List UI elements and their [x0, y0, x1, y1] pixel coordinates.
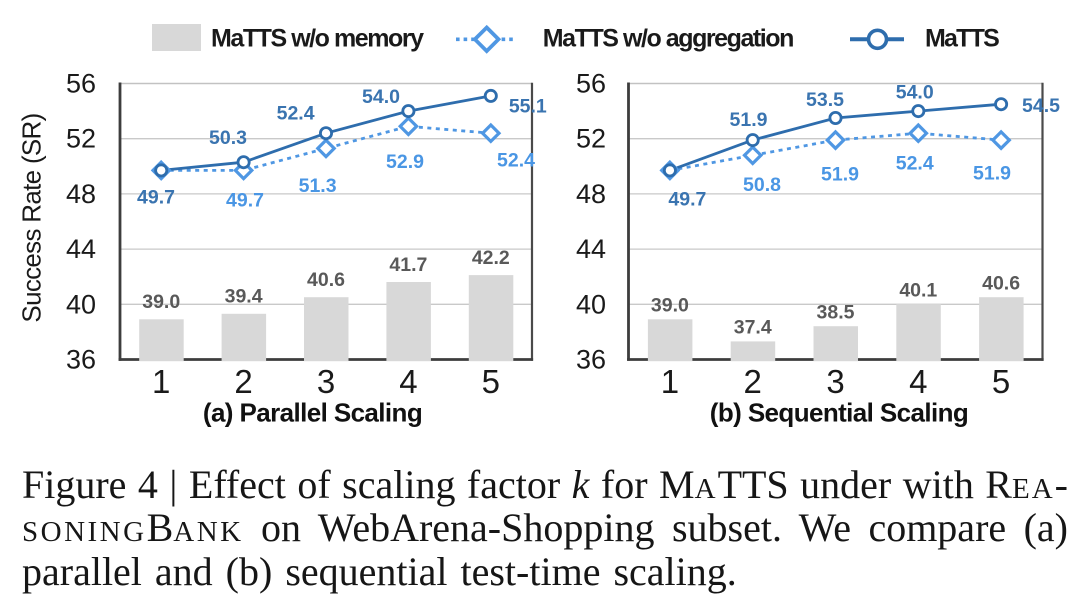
svg-text:48: 48	[66, 179, 96, 209]
svg-text:51.9: 51.9	[973, 163, 1011, 185]
svg-text:49.7: 49.7	[137, 187, 175, 209]
svg-text:40: 40	[66, 289, 96, 319]
svg-text:Success Rate (SR): Success Rate (SR)	[17, 113, 47, 322]
svg-text:52.9: 52.9	[386, 151, 424, 173]
svg-text:55.1: 55.1	[509, 96, 547, 118]
svg-text:(b) Sequential Scaling: (b) Sequential Scaling	[710, 398, 968, 428]
svg-text:56: 56	[576, 69, 606, 99]
svg-text:56: 56	[66, 69, 96, 99]
svg-text:MaTTS w/o memory: MaTTS w/o memory	[211, 25, 424, 53]
svg-text:50.8: 50.8	[743, 174, 781, 196]
svg-text:39.0: 39.0	[142, 291, 180, 313]
svg-text:40.1: 40.1	[899, 279, 937, 301]
svg-text:52.4: 52.4	[277, 103, 315, 125]
svg-text:2: 2	[234, 363, 252, 400]
svg-text:54.5: 54.5	[1022, 95, 1060, 117]
svg-text:54.0: 54.0	[362, 86, 400, 108]
svg-text:40.6: 40.6	[307, 269, 345, 291]
svg-text:49.7: 49.7	[226, 190, 264, 212]
svg-text:36: 36	[66, 345, 96, 375]
svg-text:52: 52	[576, 124, 606, 154]
svg-text:MaTTS: MaTTS	[925, 25, 999, 53]
svg-text:41.7: 41.7	[389, 254, 427, 276]
svg-text:51.9: 51.9	[730, 109, 768, 131]
svg-text:53.5: 53.5	[806, 89, 844, 111]
svg-text:5: 5	[482, 363, 500, 400]
svg-text:52.4: 52.4	[497, 149, 535, 171]
svg-text:48: 48	[576, 179, 606, 209]
svg-text:54.0: 54.0	[896, 82, 934, 104]
svg-text:40.6: 40.6	[982, 273, 1020, 295]
svg-text:38.5: 38.5	[817, 302, 855, 324]
svg-text:44: 44	[66, 234, 96, 264]
svg-text:2: 2	[744, 363, 762, 400]
svg-text:1: 1	[152, 363, 170, 400]
svg-text:42.2: 42.2	[472, 247, 510, 269]
svg-text:MaTTS w/o aggregation: MaTTS w/o aggregation	[543, 25, 793, 53]
svg-text:3: 3	[826, 363, 844, 400]
svg-text:40: 40	[576, 289, 606, 319]
svg-text:39.4: 39.4	[225, 286, 263, 308]
svg-text:(a) Parallel Scaling: (a) Parallel Scaling	[203, 398, 422, 428]
svg-text:1: 1	[661, 363, 679, 400]
svg-text:36: 36	[576, 345, 606, 375]
svg-text:5: 5	[992, 363, 1010, 400]
svg-text:50.3: 50.3	[209, 127, 247, 149]
svg-text:52: 52	[66, 124, 96, 154]
svg-text:52.4: 52.4	[896, 152, 934, 174]
svg-text:4: 4	[399, 363, 417, 400]
svg-text:51.3: 51.3	[299, 175, 337, 197]
svg-text:51.9: 51.9	[821, 163, 859, 185]
svg-text:49.7: 49.7	[668, 189, 706, 211]
svg-text:37.4: 37.4	[734, 317, 772, 339]
svg-text:39.0: 39.0	[651, 295, 689, 317]
svg-text:3: 3	[317, 363, 335, 400]
svg-text:44: 44	[576, 234, 606, 264]
svg-text:4: 4	[909, 363, 927, 400]
